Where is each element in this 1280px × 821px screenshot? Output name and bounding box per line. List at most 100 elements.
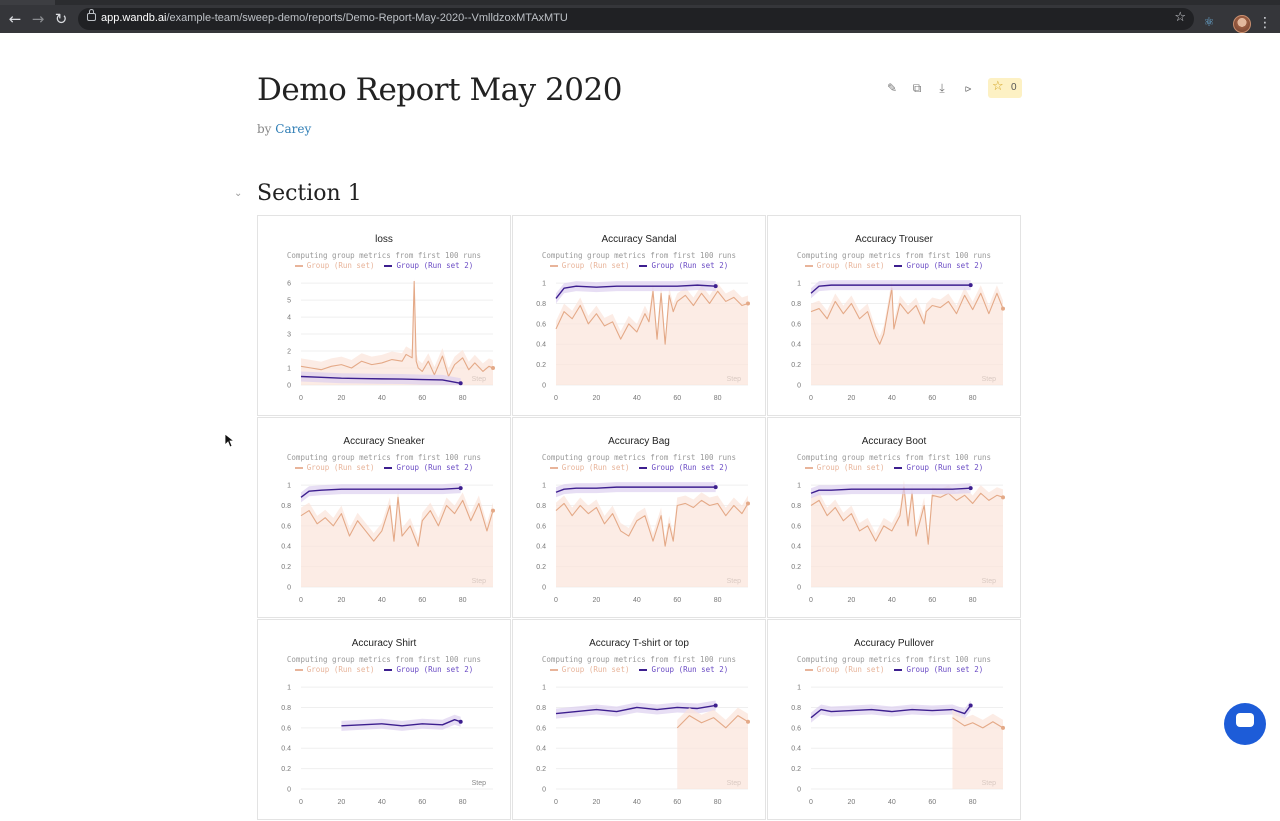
legend-item-run-set-2[interactable]: Group (Run set 2) xyxy=(396,665,474,674)
legend-item-run-set-2[interactable]: Group (Run set 2) xyxy=(651,463,729,472)
clone-icon[interactable]: ⧉ xyxy=(912,81,922,95)
legend-item-run-set-2[interactable]: Group (Run set 2) xyxy=(906,665,984,674)
legend-item-run-set-2[interactable]: Group (Run set 2) xyxy=(906,463,984,472)
series-line-run-set-2 xyxy=(555,284,716,299)
line-chart[interactable]: 0123456020406080Step xyxy=(258,216,512,417)
y-tick-label: 0.4 xyxy=(791,342,801,349)
active-tab[interactable] xyxy=(0,0,55,5)
legend-item-run-set-2[interactable]: Group (Run set 2) xyxy=(651,665,729,674)
series-band xyxy=(556,700,716,719)
legend-item-run-set-2[interactable]: Group (Run set 2) xyxy=(651,261,729,270)
legend-item-run-set[interactable]: Group (Run set) xyxy=(816,463,885,472)
y-tick-label: 0.2 xyxy=(791,766,801,773)
series-line-run-set-2 xyxy=(300,375,461,384)
x-tick-label: 60 xyxy=(928,799,936,806)
x-tick-label: 60 xyxy=(673,799,681,806)
x-tick-label: 0 xyxy=(299,799,303,806)
chart-panel[interactable]: Accuracy Boot Computing group metrics fro… xyxy=(767,417,1021,618)
series-end-point xyxy=(746,719,750,724)
kebab-menu-icon[interactable]: ⋮ xyxy=(1258,15,1272,31)
chat-widget-button[interactable] xyxy=(1224,703,1266,745)
byline: by Carey xyxy=(257,122,311,136)
y-tick-label: 0.8 xyxy=(791,503,801,510)
series-end-point xyxy=(968,703,973,708)
x-tick-label: 40 xyxy=(633,597,641,604)
y-tick-label: 6 xyxy=(287,281,291,288)
page-title: Demo Report May 2020 xyxy=(257,72,622,108)
download-icon[interactable]: ⤓ xyxy=(939,81,945,95)
x-tick-label: 0 xyxy=(809,395,813,402)
react-extension-icon[interactable]: ⚛ xyxy=(1203,15,1215,29)
x-tick-label: 60 xyxy=(673,597,681,604)
x-axis-label: Step xyxy=(472,780,487,787)
y-tick-label: 1 xyxy=(542,281,546,288)
x-tick-label: 60 xyxy=(928,395,936,402)
x-tick-label: 20 xyxy=(593,597,601,604)
x-tick-label: 40 xyxy=(378,799,386,806)
y-tick-label: 0.8 xyxy=(281,503,291,510)
legend-item-run-set[interactable]: Group (Run set) xyxy=(561,463,630,472)
y-tick-label: 1 xyxy=(287,685,291,692)
series-end-point xyxy=(968,283,973,288)
x-tick-label: 0 xyxy=(809,597,813,604)
chart-panel[interactable]: Accuracy Sneaker Computing group metrics … xyxy=(257,417,511,618)
avatar[interactable] xyxy=(1233,15,1251,33)
panel-title: Accuracy T-shirt or top xyxy=(589,638,689,649)
legend-item-run-set[interactable]: Group (Run set) xyxy=(306,463,375,472)
legend-swatch-run-set-2 xyxy=(384,265,393,267)
legend-item-run-set[interactable]: Group (Run set) xyxy=(561,665,630,674)
y-tick-label: 0.6 xyxy=(536,725,546,732)
legend-item-run-set[interactable]: Group (Run set) xyxy=(561,261,630,270)
edit-icon[interactable]: ✎ xyxy=(886,81,898,95)
share-icon[interactable]: ⪧ xyxy=(964,81,972,95)
chart-panel[interactable]: Accuracy Sandal Computing group metrics f… xyxy=(512,215,766,416)
chart-panel[interactable]: loss Computing group metrics from first 1… xyxy=(257,215,511,416)
legend-item-run-set-2[interactable]: Group (Run set 2) xyxy=(396,261,474,270)
arrow-right-icon[interactable]: → xyxy=(31,10,45,28)
bookmark-star-icon[interactable]: ☆ xyxy=(1174,10,1186,25)
url-host: app.wandb.ai xyxy=(101,12,167,24)
y-tick-label: 0.8 xyxy=(536,301,546,308)
y-tick-label: 0 xyxy=(797,383,801,390)
series-end-point xyxy=(458,381,463,386)
browser-toolbar: ← → ↻ app.wandb.ai/example-team/sweep-de… xyxy=(0,5,1280,33)
x-tick-label: 80 xyxy=(459,799,467,806)
legend-item-run-set[interactable]: Group (Run set) xyxy=(816,665,885,674)
legend-item-run-set-2[interactable]: Group (Run set 2) xyxy=(906,261,984,270)
arrow-left-icon[interactable]: ← xyxy=(8,10,22,28)
legend-item-run-set-2[interactable]: Group (Run set 2) xyxy=(396,463,474,472)
panel-title: Accuracy Sneaker xyxy=(343,436,425,447)
y-tick-label: 1 xyxy=(542,483,546,490)
x-tick-label: 60 xyxy=(928,597,936,604)
legend-swatch-run-set xyxy=(549,265,558,267)
reload-icon[interactable]: ↻ xyxy=(54,10,68,28)
x-tick-label: 40 xyxy=(633,395,641,402)
address-bar[interactable]: app.wandb.ai/example-team/sweep-demo/rep… xyxy=(78,8,1194,30)
legend-item-run-set[interactable]: Group (Run set) xyxy=(306,665,375,674)
chevron-down-icon[interactable]: ⌄ xyxy=(234,188,243,199)
chart-legend: Group (Run set) Group (Run set 2) xyxy=(768,463,1020,472)
y-tick-label: 0.2 xyxy=(281,564,291,571)
star-button[interactable]: ☆ 0 xyxy=(988,78,1022,98)
author-link[interactable]: Carey xyxy=(275,122,312,136)
star-icon: ☆ xyxy=(992,79,1004,94)
y-tick-label: 0.2 xyxy=(791,564,801,571)
legend-item-run-set[interactable]: Group (Run set) xyxy=(306,261,375,270)
x-tick-label: 0 xyxy=(554,395,558,402)
y-tick-label: 0.4 xyxy=(536,342,546,349)
series-band xyxy=(301,278,493,385)
x-tick-label: 80 xyxy=(969,395,977,402)
chart-legend: Group (Run set) Group (Run set 2) xyxy=(768,665,1020,674)
legend-item-run-set[interactable]: Group (Run set) xyxy=(816,261,885,270)
chart-panel[interactable]: Accuracy Bag Computing group metrics from… xyxy=(512,417,766,618)
series-line-run-set-2 xyxy=(810,705,972,719)
chart-panel[interactable]: Accuracy Trouser Computing group metrics … xyxy=(767,215,1021,416)
